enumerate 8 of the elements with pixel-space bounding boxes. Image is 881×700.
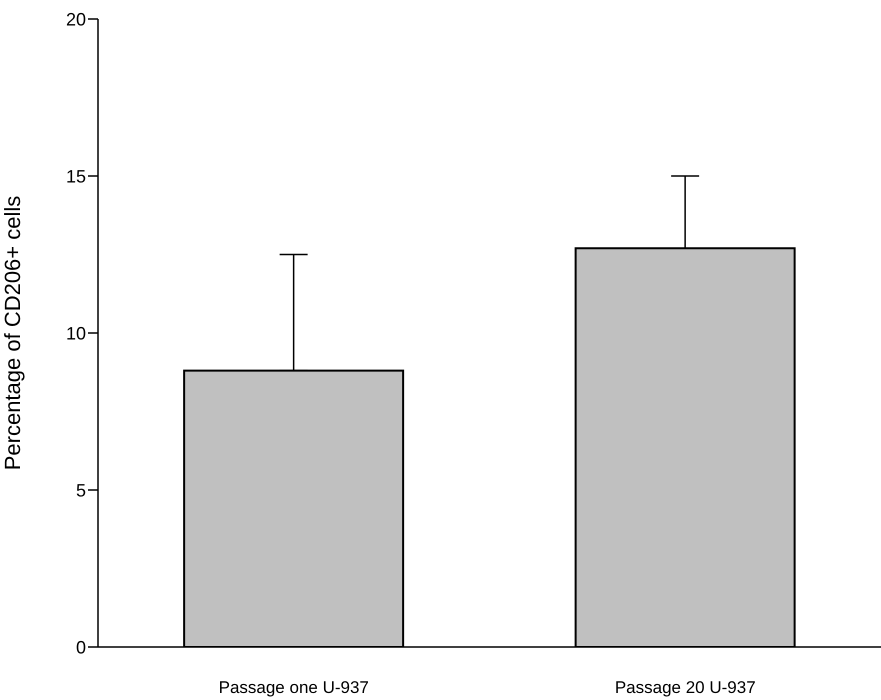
y-tick-label: 5: [76, 480, 86, 500]
y-tick-label: 15: [66, 166, 86, 186]
y-tick-label: 0: [76, 637, 86, 658]
y-axis-title: Percentage of CD206+ cells: [0, 196, 25, 470]
y-tick-label: 10: [66, 323, 86, 344]
y-tick-label: 20: [66, 9, 86, 30]
x-tick-label: Passage 20 U-937: [614, 678, 756, 698]
x-tick-label: Passage one U-937: [218, 678, 369, 698]
